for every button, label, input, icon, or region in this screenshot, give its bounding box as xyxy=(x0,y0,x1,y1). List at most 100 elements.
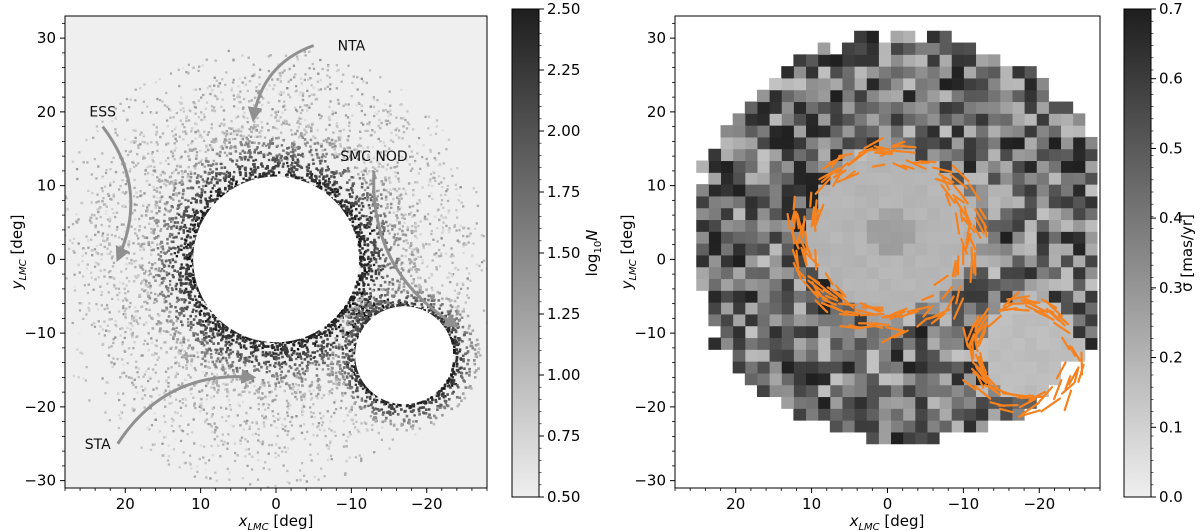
density-pixel xyxy=(200,191,203,194)
density-pixel xyxy=(442,244,446,247)
density-pixel xyxy=(324,179,327,182)
density-ring-pixel xyxy=(351,320,355,323)
density-pixel xyxy=(360,422,363,425)
density-pixel xyxy=(334,399,337,402)
density-pixel xyxy=(148,222,151,226)
density-ring-pixel xyxy=(302,351,305,354)
density-pixel xyxy=(308,355,311,358)
density-pixel xyxy=(378,118,381,122)
density-pixel xyxy=(406,121,409,124)
density-pixel xyxy=(220,145,224,148)
density-pixel xyxy=(209,194,213,197)
density-ring-pixel xyxy=(352,202,356,205)
density-ring-pixel xyxy=(365,226,368,229)
density-pixel xyxy=(456,167,459,170)
density-ring-pixel xyxy=(163,224,166,228)
density-pixel xyxy=(86,263,89,266)
density-pixel xyxy=(310,459,313,462)
density-ring-pixel xyxy=(374,197,378,200)
density-pixel xyxy=(300,398,303,402)
density-pixel xyxy=(132,409,135,412)
density-ring-pixel xyxy=(251,141,254,144)
density-ring-pixel xyxy=(249,167,253,171)
density-ring-pixel xyxy=(333,323,336,326)
density-ring-pixel xyxy=(359,259,363,263)
density-pixel xyxy=(230,89,233,92)
density-ring-pixel xyxy=(191,208,195,211)
density-pixel xyxy=(87,283,90,286)
density-pixel xyxy=(362,146,365,150)
density-ring-pixel xyxy=(244,171,248,175)
density-pixel xyxy=(156,149,159,153)
density-ring-pixel xyxy=(360,201,364,205)
density-pixel xyxy=(276,78,279,81)
density-pixel xyxy=(181,383,184,386)
density-pixel xyxy=(193,197,196,201)
density-pixel xyxy=(132,383,135,387)
density-pixel xyxy=(347,64,350,67)
density-pixel xyxy=(318,179,321,182)
density-ring-pixel xyxy=(337,345,341,349)
density-pixel xyxy=(367,269,371,273)
density-pixel xyxy=(185,364,188,367)
density-pixel xyxy=(117,188,121,191)
density-pixel xyxy=(294,155,297,158)
density-pixel xyxy=(372,105,376,109)
density-ring-pixel xyxy=(380,307,383,311)
density-pixel xyxy=(179,287,182,291)
density-ring-pixel xyxy=(364,263,367,267)
density-pixel xyxy=(143,300,146,304)
density-pixel xyxy=(223,123,226,126)
density-pixel xyxy=(287,146,291,149)
density-pixel xyxy=(363,314,367,317)
density-pixel xyxy=(84,252,88,255)
density-pixel xyxy=(253,120,256,123)
density-pixel xyxy=(55,289,57,291)
density-pixel xyxy=(184,404,188,407)
density-pixel xyxy=(386,224,390,228)
density-pixel xyxy=(364,167,368,170)
density-pixel xyxy=(185,116,188,120)
density-ring-pixel xyxy=(194,234,198,238)
density-pixel xyxy=(371,145,375,149)
density-pixel xyxy=(159,269,162,273)
density-pixel xyxy=(179,108,183,112)
density-pixel xyxy=(194,137,197,140)
density-ring-pixel xyxy=(211,170,215,174)
density-ring-pixel xyxy=(340,311,343,315)
density-pixel xyxy=(159,347,163,350)
density-pixel xyxy=(290,164,293,167)
density-pixel xyxy=(125,263,128,266)
density-pixel xyxy=(182,451,185,454)
density-pixel xyxy=(213,438,216,441)
density-pixel xyxy=(474,227,477,231)
density-pixel xyxy=(117,310,121,313)
density-pixel xyxy=(432,238,435,241)
density-pixel xyxy=(378,249,381,253)
density-pixel xyxy=(312,162,316,165)
density-pixel xyxy=(386,163,389,166)
density-pixel xyxy=(386,119,390,123)
density-pixel xyxy=(197,99,201,102)
density-ring-pixel xyxy=(416,249,420,252)
density-pixel xyxy=(87,189,90,192)
density-pixel xyxy=(114,336,117,339)
density-pixel xyxy=(277,353,280,357)
density-pixel xyxy=(441,284,444,287)
density-ring-pixel xyxy=(203,171,207,174)
density-pixel xyxy=(410,268,413,271)
density-pixel xyxy=(402,125,405,128)
density-pixel xyxy=(310,153,314,157)
density-pixel xyxy=(105,168,108,172)
density-pixel xyxy=(73,273,76,276)
density-pixel xyxy=(131,318,134,321)
density-pixel xyxy=(202,408,205,411)
density-pixel xyxy=(167,290,170,293)
density-pixel xyxy=(454,183,457,186)
density-pixel xyxy=(134,88,137,91)
density-pixel xyxy=(138,264,141,267)
density-pixel xyxy=(313,342,317,345)
density-pixel xyxy=(189,255,192,258)
density-ring-pixel xyxy=(359,236,363,239)
density-pixel xyxy=(251,455,254,458)
